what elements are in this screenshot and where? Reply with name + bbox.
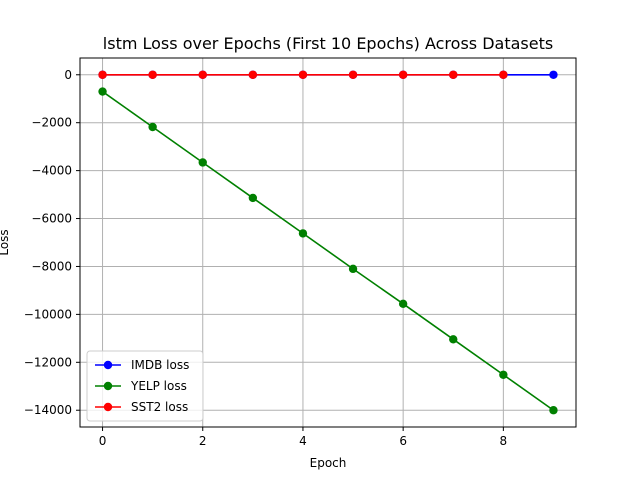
legend-swatch-marker <box>103 360 113 370</box>
x-tick-label: 2 <box>199 434 207 448</box>
y-tick-label: −4000 <box>31 164 72 178</box>
data-point <box>98 70 107 79</box>
data-point <box>148 122 157 132</box>
x-axis-label: Epoch <box>310 456 347 470</box>
y-tick-label: −6000 <box>31 212 72 226</box>
data-point <box>348 264 358 274</box>
x-tick-label: 6 <box>399 434 407 448</box>
series-layer <box>98 70 558 415</box>
legend-swatch-marker <box>103 402 113 412</box>
data-point <box>499 70 508 79</box>
legend-entry-label: SST2 loss <box>131 400 188 414</box>
axis-ticks: 0 2 4 6 8 0 −2000 −4000 −6000 −8000 −10000 −12000 −1… <box>24 68 507 448</box>
data-point <box>298 70 308 79</box>
data-point <box>298 229 308 238</box>
chart-title: lstm Loss over Epochs (First 10 Epochs) … <box>103 34 553 53</box>
data-point <box>248 193 258 203</box>
y-tick-label: −8000 <box>31 259 72 273</box>
legend-entry-label: IMDB loss <box>131 358 189 372</box>
y-axis-label: Loss <box>0 229 11 255</box>
data-point <box>248 70 258 79</box>
data-point <box>398 299 408 309</box>
legend-swatch-marker <box>103 381 113 391</box>
plot-frame <box>79 57 577 428</box>
data-point <box>449 70 458 79</box>
y-tick-label: −12000 <box>24 355 72 369</box>
data-point <box>198 70 207 79</box>
data-point <box>398 70 408 79</box>
legend: IMDB loss YELP loss SST2 loss <box>86 350 204 422</box>
x-tick-label: 8 <box>500 434 508 448</box>
x-tick-label: 0 <box>99 434 107 448</box>
series-line-yelp-loss <box>102 90 554 411</box>
data-point <box>449 335 458 344</box>
data-point <box>499 370 508 379</box>
data-point <box>98 87 107 96</box>
data-point <box>348 70 358 79</box>
data-point <box>148 70 157 79</box>
data-point <box>549 406 558 415</box>
y-tick-label: −2000 <box>31 116 72 130</box>
y-tick-label: 0 <box>64 68 72 82</box>
legend-box <box>86 350 204 422</box>
y-tick-label: −14000 <box>24 403 72 417</box>
y-tick-label: −10000 <box>24 307 72 321</box>
grid-lines <box>80 58 576 427</box>
data-point <box>198 158 207 167</box>
x-tick-label: 4 <box>299 434 307 448</box>
data-point <box>549 70 558 79</box>
legend-entry-label: YELP loss <box>130 379 187 393</box>
